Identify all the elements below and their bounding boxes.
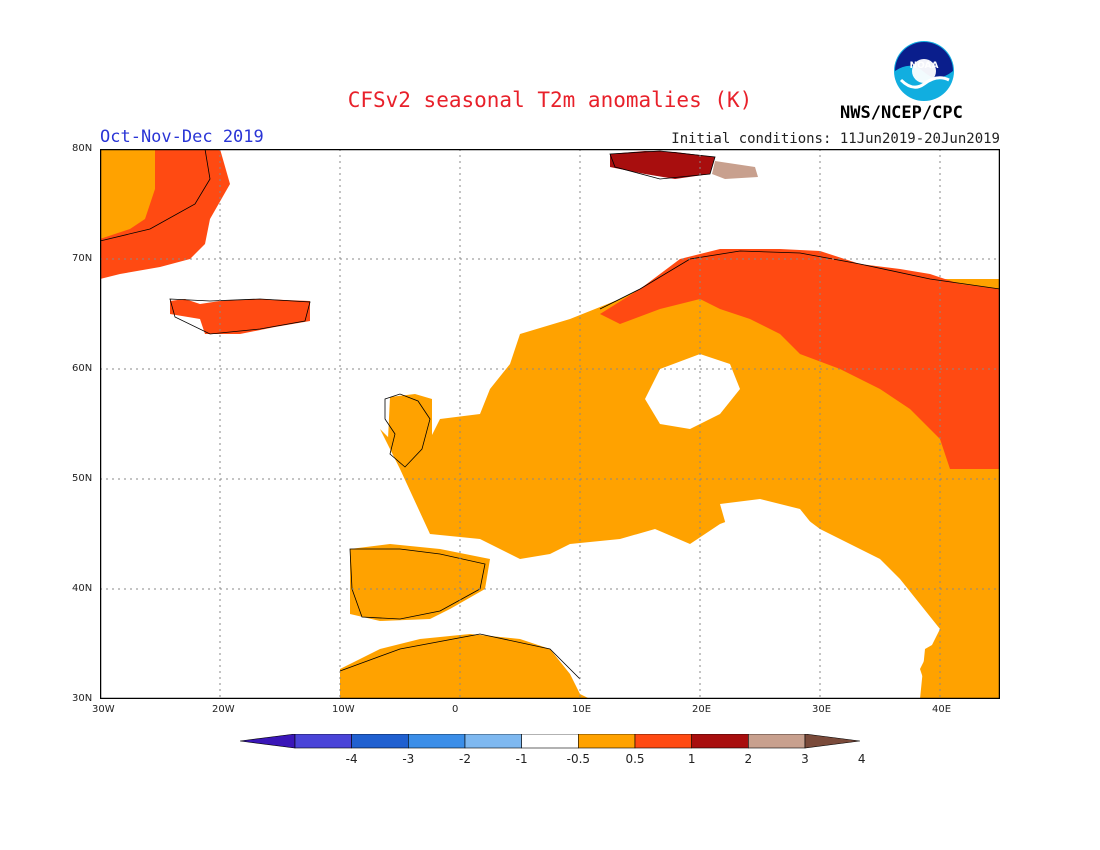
map-frame [100,149,1000,699]
colorbar-segment [351,734,409,749]
anomaly-baltic-white [645,354,740,429]
colorbar-segment [294,734,352,749]
lon-tick-label: 20E [692,704,712,715]
anomaly-iberia-orange [350,544,490,621]
colorbar-label: -1 [515,752,528,766]
anomaly-middle-east-orange [920,599,1000,699]
colorbar-segment [521,734,579,749]
colorbar-label: 4 [857,752,866,766]
colorbar-segment [578,734,636,749]
anomaly-greenland-orange [100,149,155,239]
colorbar-segment [748,734,806,749]
lon-tick-label: 0 [452,704,459,715]
lon-tick-label: 40E [932,704,952,715]
colorbar-segment [691,734,749,749]
lon-tick-label: 20W [212,704,235,715]
agency-label: NWS/NCEP/CPC [840,103,963,123]
lon-tick-label: 30W [92,704,115,715]
anomaly-iceland [170,299,310,334]
anomaly-svalbard-brown [712,161,758,179]
chart-title: CFSv2 seasonal T2m anomalies (K) [347,88,753,112]
colorbar-low-arrow [240,734,296,749]
anomaly-svalbard-darkred [610,151,715,179]
colorbar-label: 0.5 [625,752,645,766]
coastlines [100,149,1000,680]
map-gridlines [100,149,1000,699]
colorbar-label: -3 [402,752,415,766]
lat-tick-label: 60N [72,363,93,374]
anomaly-map [100,149,1000,699]
lat-tick-label: 40N [72,583,93,594]
anomaly-north-africa-orange [340,634,590,699]
lat-tick-label: 30N [72,693,93,704]
colorbar-label: 2 [744,752,753,766]
colorbar-segment [464,734,522,749]
lat-tick-label: 70N [72,253,93,264]
colorbar-label: -4 [345,752,358,766]
noaa-logo: NOAA [894,41,954,101]
colorbar-label: 1 [687,752,696,766]
colorbar-label: -0.5 [566,752,591,766]
anomaly-scandinavia-red [600,249,1000,469]
lat-tick-label: 80N [72,143,93,154]
anomaly-balkans-white [720,499,820,549]
lon-tick-label: 30E [812,704,832,715]
season-label: Oct-Nov-Dec 2019 [100,127,264,147]
colorbar-label: 3 [801,752,809,766]
colorbar-labels: -4 -3 -2 -1 -0.5 0.5 1 2 3 4 [240,752,866,772]
lon-tick-label: 10E [572,704,592,715]
colorbar-segment [634,734,692,749]
lon-tick-label: 10W [332,704,355,715]
initial-conditions-label: Initial conditions: 11Jun2019-20Jun2019 [671,131,1000,147]
colorbar-label: -2 [459,752,471,766]
colorbar-high-arrow [804,734,860,749]
warm-anomaly-shading [100,149,1000,699]
colorbar-segment [408,734,466,749]
colorbar [240,734,860,749]
lat-tick-label: 50N [72,473,93,484]
noaa-logo-text: NOAA [910,61,939,71]
